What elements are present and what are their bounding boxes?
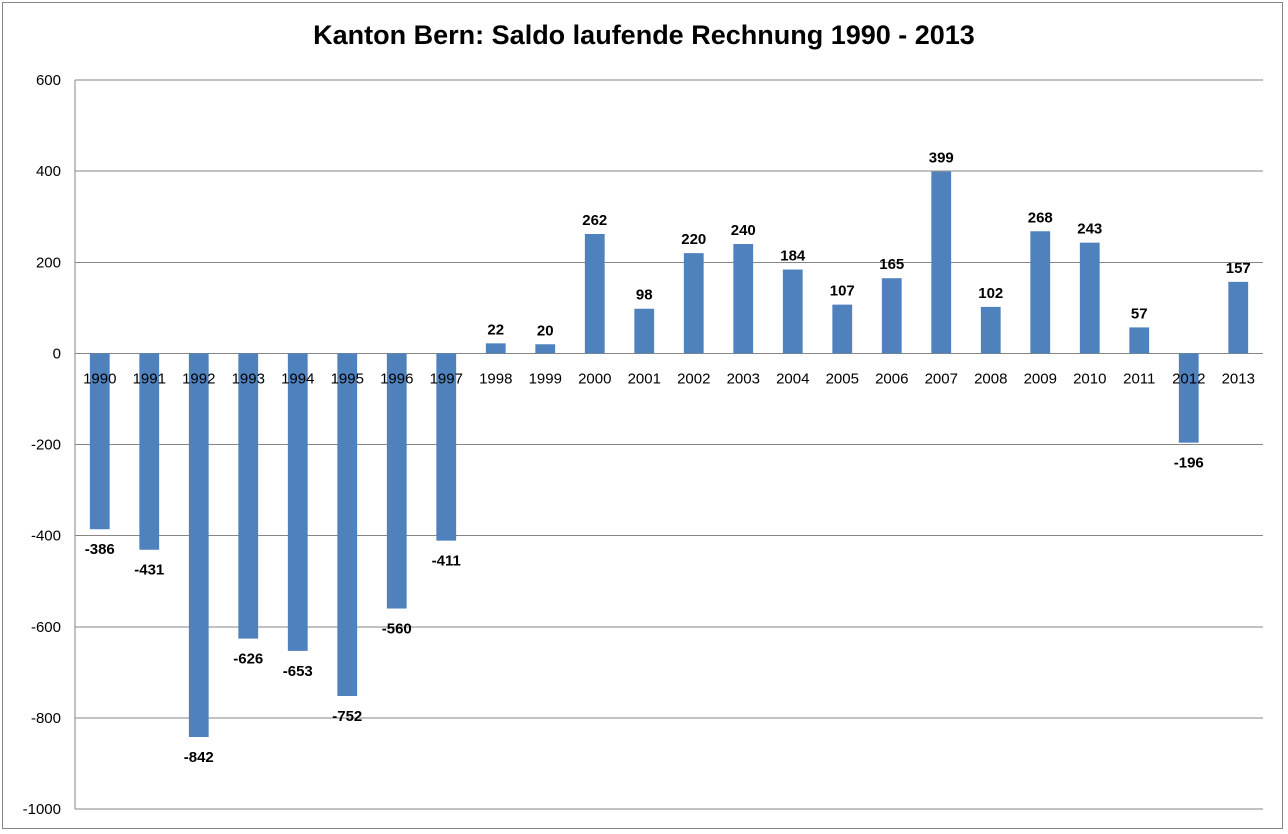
x-tick-label: 1993 xyxy=(232,370,265,387)
data-label: 262 xyxy=(582,212,607,229)
x-tick-label: 1990 xyxy=(83,370,116,387)
data-label: 98 xyxy=(636,287,653,304)
bar-2013 xyxy=(1228,281,1249,354)
x-tick-label: 2007 xyxy=(925,370,958,387)
x-tick-label: 1997 xyxy=(430,370,463,387)
x-tick-label: 1996 xyxy=(380,370,413,387)
data-label: -752 xyxy=(332,708,362,725)
bar-2000 xyxy=(584,234,605,354)
bar-2010 xyxy=(1079,242,1100,354)
gridlines xyxy=(74,79,1263,810)
data-label: 240 xyxy=(731,222,756,239)
y-tick-label: -800 xyxy=(31,710,61,727)
data-label: 399 xyxy=(929,150,954,167)
x-tick-label: 1999 xyxy=(529,370,562,387)
bar-2012 xyxy=(1178,353,1199,443)
bar-2006 xyxy=(881,278,902,354)
y-tick-label: -600 xyxy=(31,619,61,636)
data-label: 220 xyxy=(681,231,706,248)
y-tick-label: -1000 xyxy=(23,801,61,818)
x-tick-label: 2012 xyxy=(1172,370,1205,387)
bar-1990 xyxy=(89,353,110,530)
x-tick-label: 2000 xyxy=(578,370,611,387)
x-tick-label: 2008 xyxy=(974,370,1007,387)
x-tick-label: 2004 xyxy=(776,370,809,387)
data-labels: -386 -431 -842 -626 -653 -752 -560 -411 22 20 262 9… xyxy=(85,150,1251,766)
data-label: 57 xyxy=(1131,305,1148,322)
data-label: -431 xyxy=(134,562,164,579)
bar-1997 xyxy=(436,353,457,541)
x-tick-label: 2001 xyxy=(628,370,661,387)
x-tick-label: 2006 xyxy=(875,370,908,387)
data-label: 102 xyxy=(978,285,1003,302)
x-tick-label: 1992 xyxy=(182,370,215,387)
data-label: -842 xyxy=(184,749,214,766)
data-label: 107 xyxy=(830,283,855,300)
y-tick-label: -400 xyxy=(31,528,61,545)
data-label: -386 xyxy=(85,541,115,558)
bar-1996 xyxy=(386,353,407,609)
data-label: -411 xyxy=(432,553,461,570)
y-tick-label: 400 xyxy=(36,163,61,180)
x-tick-label: 2005 xyxy=(826,370,859,387)
chart-title: Kanton Bern: Saldo laufende Rechnung 199… xyxy=(313,20,975,50)
bar-1994 xyxy=(287,353,308,651)
data-label: -560 xyxy=(382,621,412,638)
y-tick-label: 200 xyxy=(36,254,61,271)
bar-1999 xyxy=(535,344,556,354)
x-tick-label: 2003 xyxy=(727,370,760,387)
y-tick-label: 600 xyxy=(36,72,61,89)
x-tick-label: 2013 xyxy=(1222,370,1255,387)
data-label: 165 xyxy=(879,256,904,273)
bar-2011 xyxy=(1129,327,1150,354)
x-axis-tick-labels: 1990 1991 1992 1993 1994 1995 1996 1997 1998 1999… xyxy=(83,370,1255,387)
bar-2004 xyxy=(782,269,803,354)
y-tick-label: 0 xyxy=(53,345,61,362)
bar-2008 xyxy=(980,306,1001,354)
x-tick-label: 2002 xyxy=(677,370,710,387)
x-tick-label: 2010 xyxy=(1073,370,1106,387)
data-label: 20 xyxy=(537,322,554,339)
bar-1991 xyxy=(139,353,160,550)
bar-2001 xyxy=(634,308,655,354)
data-label: 157 xyxy=(1226,260,1251,277)
data-label: 184 xyxy=(780,248,806,265)
bars xyxy=(89,171,1249,738)
x-tick-label: 1998 xyxy=(479,370,512,387)
bar-1992 xyxy=(188,353,209,738)
x-tick-label: 1994 xyxy=(281,370,314,387)
x-tick-label: 2009 xyxy=(1024,370,1057,387)
bar-1998 xyxy=(485,343,506,354)
bar-2005 xyxy=(832,304,853,354)
bar-1995 xyxy=(337,353,358,697)
data-label: 268 xyxy=(1028,209,1053,226)
y-axis-tick-labels: 600 400 200 0 -200 -400 -600 -800 -1000 xyxy=(23,72,61,818)
data-label: -626 xyxy=(233,651,263,668)
bar-2007 xyxy=(931,171,952,354)
x-tick-label: 1995 xyxy=(331,370,364,387)
data-label: -196 xyxy=(1174,455,1204,472)
bar-2002 xyxy=(683,253,704,354)
y-tick-label: -200 xyxy=(31,437,61,454)
data-label: 22 xyxy=(487,321,504,338)
bar-2009 xyxy=(1030,231,1051,354)
bar-2003 xyxy=(733,244,754,354)
x-tick-label: 1991 xyxy=(133,370,166,387)
x-tick-label: 2011 xyxy=(1123,370,1155,387)
bar-1993 xyxy=(238,353,259,639)
data-label: 243 xyxy=(1077,221,1102,238)
data-label: -653 xyxy=(283,663,313,680)
